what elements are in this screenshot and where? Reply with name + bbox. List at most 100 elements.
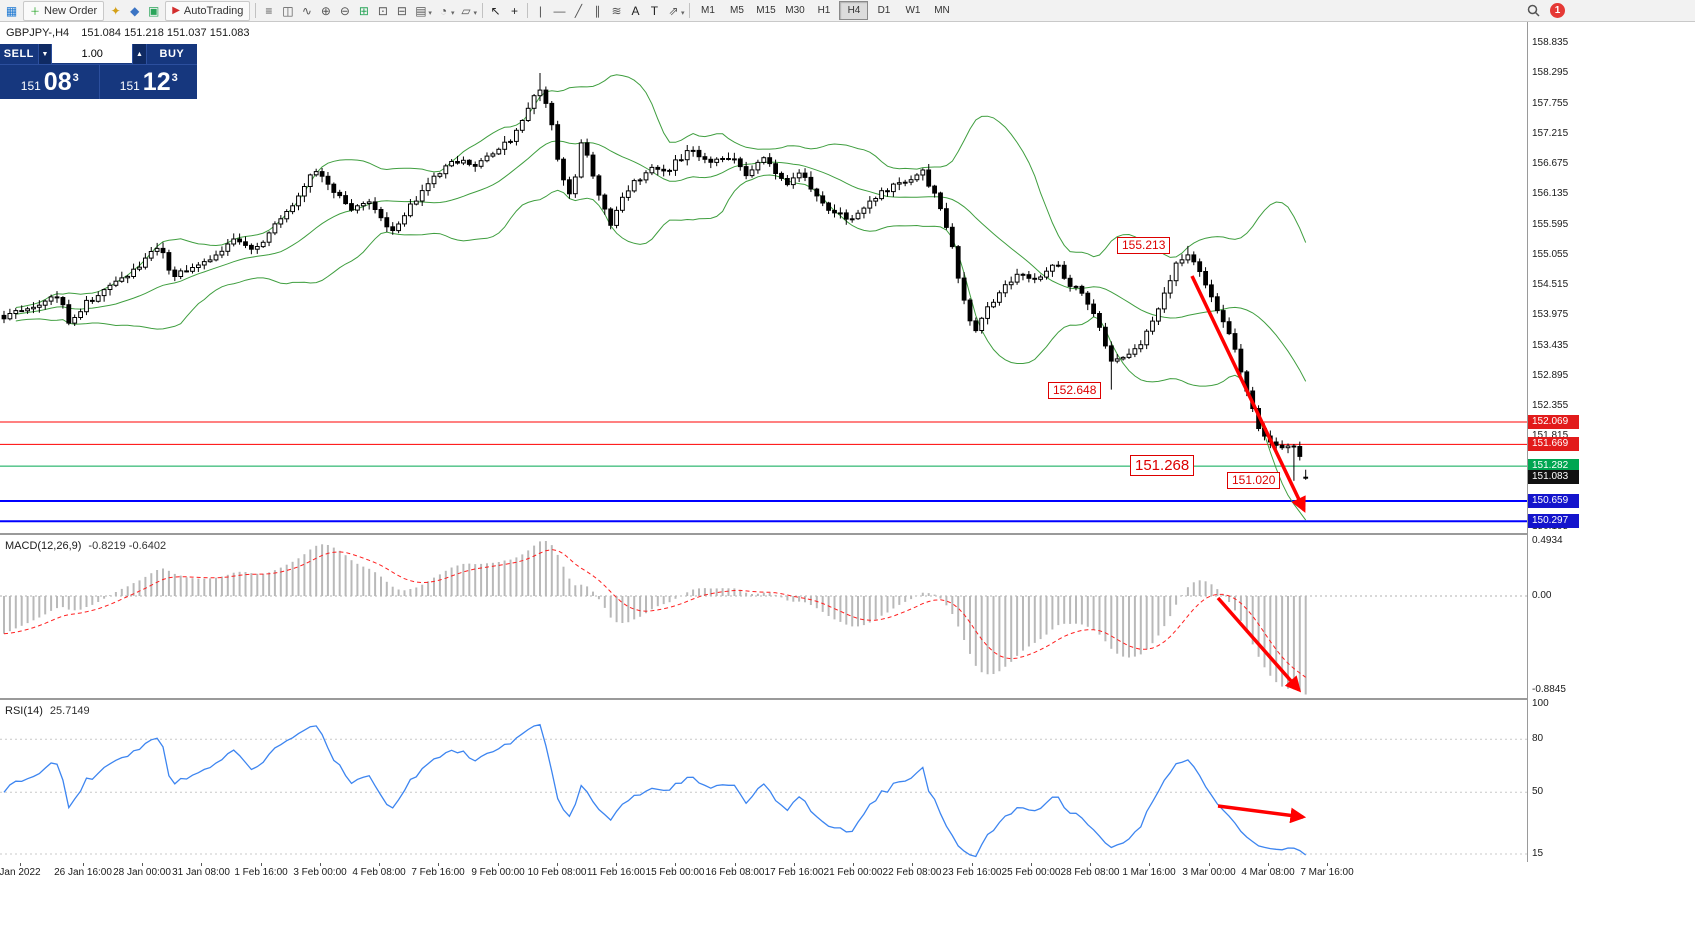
timeframe-h1[interactable]: H1 [817, 5, 831, 16]
candlestick-chart-icon[interactable]: ◫ [282, 3, 294, 18]
macd-axis-label: 0.4934 [1532, 535, 1563, 546]
time-axis-label: 4 Mar 08:00 [1241, 867, 1295, 878]
price-axis-label: 153.975 [1532, 309, 1569, 320]
macd-axis-label: -0.8845 [1532, 684, 1566, 695]
timeframe-mn[interactable]: MN [934, 5, 950, 16]
sell-price-big: 08 [43, 68, 72, 96]
trend-arrow [1216, 596, 1302, 693]
arrows-icon[interactable]: ⇗ [668, 3, 679, 18]
options-icon[interactable]: ▣ [148, 3, 160, 18]
tile-windows-icon[interactable]: ⊞ [358, 3, 369, 18]
scripts-icon[interactable]: ✦ [110, 3, 121, 18]
price-axis-border [1527, 22, 1528, 882]
main-price-chart[interactable] [0, 22, 1527, 533]
templates-icon[interactable]: ▱ [461, 3, 471, 18]
sell-price-button[interactable]: 151 08 3 [0, 65, 99, 99]
time-axis-label: 17 Feb 16:00 [764, 867, 824, 878]
price-annotation[interactable]: 151.268 [1130, 455, 1195, 476]
new-order-button[interactable]: ＋ New Order [23, 0, 105, 21]
price-axis-label: 158.295 [1532, 67, 1569, 78]
macd-histogram [3, 541, 1307, 695]
horizontal-line-icon[interactable]: — [553, 3, 566, 18]
search-icon[interactable] [1524, 2, 1543, 20]
panel-resize-divider[interactable] [0, 698, 1527, 700]
volume-input[interactable] [52, 44, 133, 63]
trade-panel-prices: 151 08 3 151 12 3 [0, 65, 197, 99]
time-axis-label: 28 Feb 08:00 [1060, 867, 1120, 878]
zoom-in-icon[interactable]: ⊕ [320, 3, 331, 18]
timeframe-m1[interactable]: M1 [701, 5, 715, 16]
sell-button[interactable]: SELL [3, 48, 34, 60]
templates-icon-caret[interactable]: ▾ [473, 9, 477, 17]
one-click-trading-panel: SELL ▼ ▲ BUY 151 08 3 151 12 3 [0, 44, 197, 99]
vertical-line-icon[interactable]: | [538, 3, 543, 18]
time-axis[interactable]: Jan 2022 26 Jan 16:00 28 Jan 00:00 31 Jan 0… [0, 862, 1695, 882]
rsi-axis-label: 100 [1532, 698, 1549, 709]
buy-button[interactable]: BUY [159, 48, 185, 60]
new-chart-icon-caret[interactable]: ▾ [428, 9, 432, 17]
macd-indicator-panel[interactable] [0, 535, 1527, 698]
price-tag: 151.083 [1528, 470, 1579, 484]
buy-price-prefix: 151 [119, 79, 140, 93]
candles [1, 73, 1309, 481]
time-axis-tick [735, 863, 736, 866]
text-label-icon[interactable]: T [650, 3, 659, 18]
toolbar-items: ▦ ＋ New Order ✦ ◆ ▣ ▶ AutoTrading ≡ ◫ ∿ ⊕ ⊖ ⊞ ⊡ ⊟ ▤ ▾ ◔ ▾ ▱ ▾… [2, 0, 956, 21]
time-axis-tick [498, 863, 499, 866]
fibonacci-icon[interactable]: ≋ [611, 3, 622, 18]
time-axis-label: 22 Feb 08:00 [882, 867, 942, 878]
time-axis-tick [1031, 863, 1032, 866]
price-annotation[interactable]: 155.213 [1117, 237, 1171, 254]
cursor-icon[interactable]: ↖ [490, 3, 501, 18]
rsi-title: RSI(14) 25.7149 [5, 705, 90, 717]
volume-decrease-button[interactable]: ▼ [37, 44, 53, 64]
text-icon[interactable]: A [631, 3, 640, 18]
cascade-windows-icon[interactable]: ⊡ [377, 3, 388, 18]
time-axis-label: 10 Feb 08:00 [527, 867, 587, 878]
time-axis-label: 11 Feb 16:00 [586, 867, 646, 878]
bar-chart-icon[interactable]: ≡ [265, 3, 273, 18]
ohlc-values: 151.084 151.218 151.037 151.083 [81, 27, 250, 39]
time-axis-label: 3 Feb 00:00 [293, 867, 347, 878]
timeframe-m15[interactable]: M15 [756, 5, 776, 16]
crosshair-icon[interactable]: + [510, 3, 518, 18]
new-chart-icon[interactable]: ▤ [415, 3, 427, 18]
time-axis-label: 31 Jan 08:00 [172, 867, 230, 878]
panel-resize-divider[interactable] [0, 533, 1527, 535]
periods-icon-caret[interactable]: ▾ [450, 9, 455, 17]
arrows-icon-caret[interactable]: ▾ [680, 9, 685, 17]
autotrading-button[interactable]: ▶ AutoTrading [165, 0, 251, 21]
time-axis-tick [1149, 863, 1150, 866]
horizontal-level-lines [0, 421, 1527, 523]
notification-badge[interactable]: 1 [1550, 3, 1565, 18]
macd-axis-label: 0.00 [1532, 590, 1552, 601]
time-axis-label: 25 Feb 00:00 [1001, 867, 1061, 878]
timeframe-h4[interactable]: H4 [839, 1, 869, 20]
metaeditor-icon[interactable]: ◆ [130, 3, 140, 18]
line-chart-icon[interactable]: ∿ [301, 3, 312, 18]
volume-increase-button[interactable]: ▲ [132, 44, 147, 64]
rsi-axis-label: 15 [1532, 848, 1544, 859]
rsi-indicator-panel[interactable] [0, 700, 1527, 862]
toolbar-separator [481, 3, 483, 18]
price-annotation[interactable]: 152.648 [1048, 382, 1102, 399]
arrange-windows-icon[interactable]: ⊟ [396, 3, 407, 18]
zoom-out-icon[interactable]: ⊖ [339, 3, 350, 18]
price-annotation[interactable]: 151.020 [1227, 472, 1281, 489]
timeframe-d1[interactable]: D1 [877, 5, 891, 16]
time-axis-label: 7 Feb 16:00 [411, 867, 465, 878]
price-axis-label: 158.835 [1532, 37, 1569, 48]
buy-price-button[interactable]: 151 12 3 [98, 65, 198, 99]
price-axis-label: 153.435 [1532, 340, 1569, 351]
timeframe-m30[interactable]: M30 [785, 5, 805, 16]
chart-window-icon[interactable]: ▦ [5, 3, 18, 18]
periods-icon[interactable]: ◔ [439, 3, 448, 18]
trend-arrow [1190, 275, 1306, 513]
rsi-axis-label: 50 [1532, 786, 1544, 797]
equidistant-channel-icon[interactable]: ∥ [594, 3, 601, 18]
trend-arrow [1217, 804, 1307, 824]
price-tag: 152.069 [1528, 415, 1579, 429]
timeframe-m5[interactable]: M5 [730, 5, 744, 16]
timeframe-w1[interactable]: W1 [905, 5, 921, 16]
trendline-icon[interactable]: ╱ [574, 3, 583, 18]
